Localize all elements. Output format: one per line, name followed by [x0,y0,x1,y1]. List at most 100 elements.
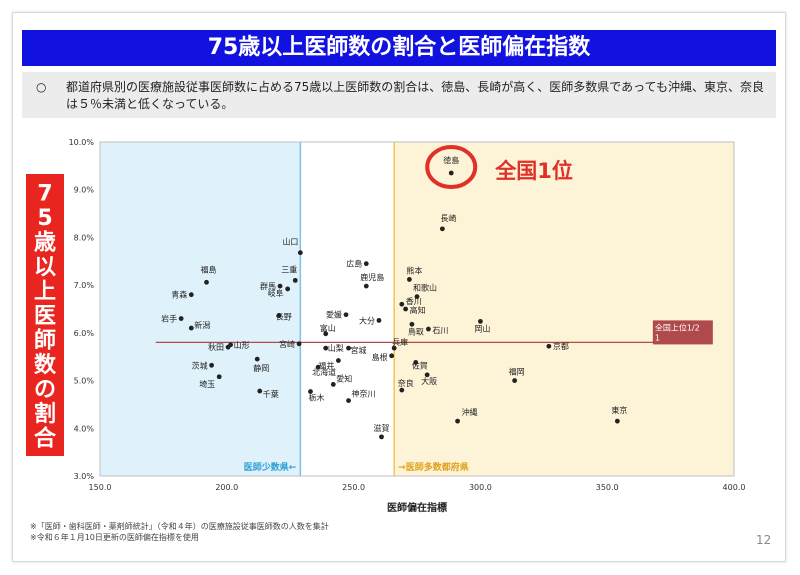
point-label: 香川 [406,296,422,306]
scatter-chart: 3.0% 4.0% 5.0% 6.0% 7.0% 8.0% 9.0% 10.0% 150.0 20… [22,124,776,524]
vertical-label-char: 5 [37,206,52,231]
point-label: 大分 [359,315,375,325]
point-label: 島根 [372,352,388,362]
point-label: 高知 [410,305,426,315]
reference-label-tail: 1 [655,333,660,342]
x-tick-label: 350.0 [596,483,619,492]
x-tick-label: 150.0 [89,483,112,492]
vertical-label-char: 以 [34,255,56,280]
point-label: 岩手 [161,314,177,324]
footnote-1: ※「医師・歯科医師・薬剤師統計」（令和４年）の医療施設従事医師数の人数を集計 [30,522,329,531]
data-point-鳥取 [409,321,415,327]
data-point-岐阜 [285,286,291,292]
point-label: 愛媛 [326,310,342,320]
data-point-長崎 [439,226,445,232]
point-label: 鹿児島 [360,272,384,282]
point-label: 三重 [281,264,297,274]
point-label: 秋田 [208,342,224,352]
point-label: 徳島 [443,155,459,165]
point-label: 福岡 [509,368,525,377]
plot-border [99,141,735,477]
point-label: 新潟 [194,320,210,330]
vertical-label-char: 合 [34,426,57,452]
data-point-山梨 [323,345,329,351]
low-region [100,142,301,476]
point-label: 福井 [318,361,334,371]
reference-label-bg [652,320,713,345]
point-label: 富山 [320,323,336,333]
data-point-大阪 [424,372,430,378]
data-point-三重 [292,277,298,283]
data-point-熊本 [406,277,412,282]
vertical-label-char: 7 [37,181,52,206]
reference-label: 全国上位1/2 [655,322,700,332]
vertical-label-char: の [34,378,56,403]
data-point-福岡 [512,378,518,383]
data-point-山形 [228,342,234,348]
high-region-label: →医師多数都府県 [398,461,469,473]
point-label: 熊本 [406,265,422,275]
x-tick-label: 400.0 [723,483,746,492]
data-point-奈良 [399,387,405,393]
point-label: 沖縄 [462,407,478,417]
point-label: 山梨 [328,343,344,353]
data-point-鹿児島 [363,283,369,289]
point-label: 京都 [553,341,569,351]
point-label: 滋賀 [373,423,389,433]
point-label: 大阪 [421,376,437,386]
data-point-福井 [335,358,341,363]
x-axis-title: 医師偏在指標 [387,501,447,514]
page-number: 12 [756,533,772,547]
point-label: 鳥取 [408,326,424,336]
summary-text: 都道府県別の医療施設従事医師数に占める75歳以上医師数の割合は、徳島、長崎が高く… [66,80,764,111]
y-tick-label: 7.0% [74,281,95,290]
data-point-埼玉 [216,374,222,380]
data-point-千葉 [257,388,263,394]
point-label: 広島 [346,259,362,269]
point-label: 埼玉 [199,379,215,389]
data-point-沖縄 [455,418,460,424]
point-label: 神奈川 [352,389,376,399]
page-title: 75歳以上医師数の割合と医師偏在指数 [22,30,776,66]
data-point-徳島 [448,170,454,176]
point-label: 千葉 [263,389,279,399]
point-label: 石川 [432,326,448,335]
point-label: 山形 [234,340,250,350]
data-point-大分 [376,318,382,323]
vertical-label-char: 医 [34,304,56,329]
low-region-label: 医師少数県← [244,461,297,473]
point-label: 栃木 [308,393,324,403]
data-point-愛媛 [343,312,349,318]
point-label: 青森 [171,290,187,300]
highlight-circle [425,145,478,190]
point-label: 長野 [276,313,292,322]
data-point-佐賀 [413,360,419,365]
point-label: 愛知 [336,373,352,383]
point-label: 宮城 [351,345,367,355]
vertical-label-char: 数 [34,352,57,378]
point-label: 佐賀 [412,360,428,370]
data-point-岡山 [478,319,483,324]
data-point-神奈川 [346,398,351,404]
footnote-2: ※令和６年１月10日更新の医師偏在指標を使用 [30,533,199,542]
data-point-静岡 [254,356,260,362]
data-point-高知 [403,306,408,312]
data-point-茨城 [209,362,214,368]
point-label: 和歌山 [413,283,437,293]
summary-note: ○ 都道府県別の医療施設従事医師数に占める75歳以上医師数の割合は、徳島、長崎が… [22,72,776,118]
y-tick-label: 3.0% [74,472,95,481]
data-point-北海道 [315,364,321,370]
point-label: 宮崎 [279,339,295,349]
data-point-富山 [323,331,329,337]
data-point-京都 [546,343,552,349]
point-label: 奈良 [398,378,414,388]
rank-badge: 全国1位 [494,159,573,183]
vertical-label-bg [26,174,64,456]
x-tick-label: 200.0 [215,483,238,492]
data-point-東京 [614,418,620,424]
point-label: 茨城 [192,360,208,370]
point-label: 群馬 [260,281,276,291]
y-tick-label: 4.0% [74,424,95,433]
point-label: 静岡 [253,363,269,373]
data-point-群馬 [277,283,283,289]
